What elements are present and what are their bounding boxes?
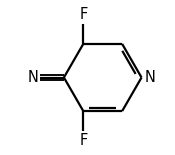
Text: N: N [27,70,38,85]
Text: N: N [144,70,155,85]
Text: F: F [79,7,88,22]
Text: F: F [79,133,88,148]
